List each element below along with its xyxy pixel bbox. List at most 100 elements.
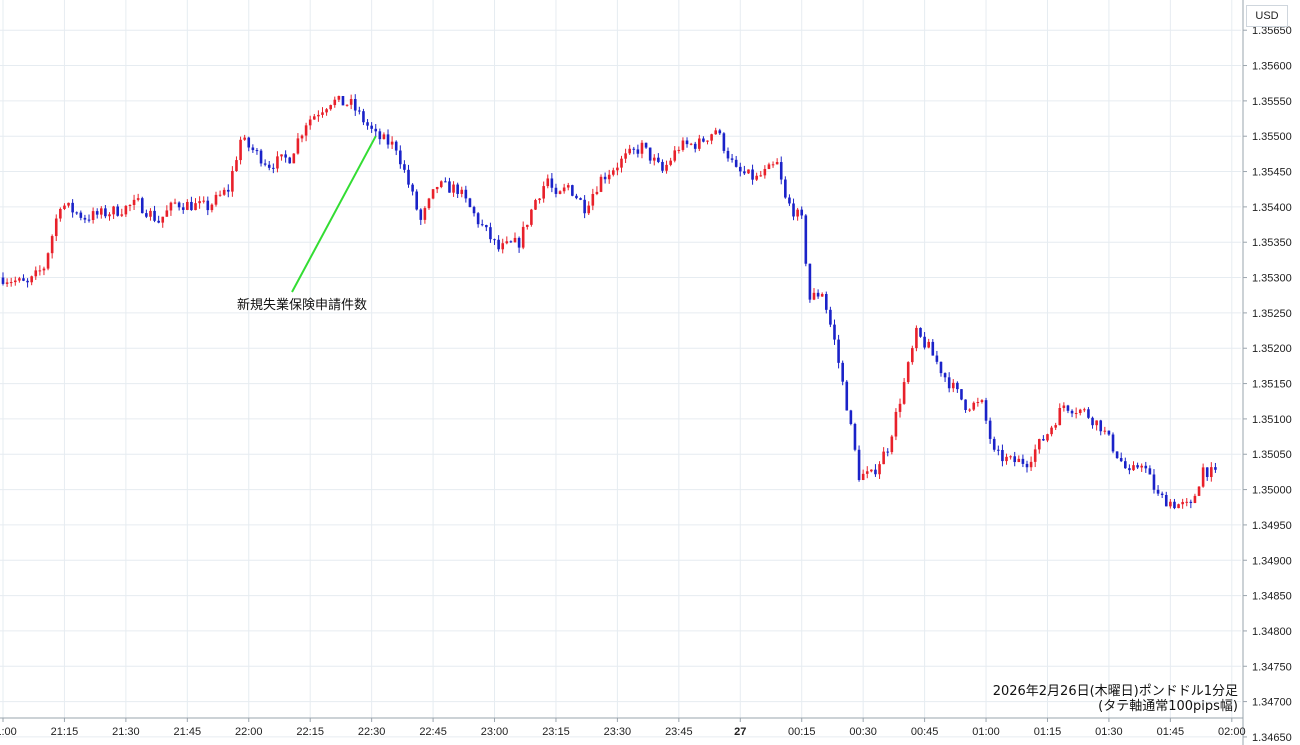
candle-body — [239, 139, 242, 161]
candle-body — [1066, 405, 1070, 411]
candle-body — [71, 202, 74, 213]
candle-body — [1087, 409, 1090, 418]
candle-body — [194, 203, 197, 211]
candle-body — [648, 147, 652, 161]
candle-body — [1128, 468, 1131, 471]
candle-body — [149, 210, 152, 217]
candle-body — [788, 197, 791, 204]
candle-body — [263, 163, 267, 165]
candle-body — [325, 109, 328, 113]
candle-body — [591, 193, 595, 206]
candle-body — [710, 134, 713, 141]
candle-body — [1181, 502, 1184, 505]
candle-body — [820, 294, 824, 297]
x-tick-label: 23:00 — [481, 726, 509, 738]
candle-body — [956, 382, 959, 390]
candle-body — [1029, 461, 1033, 468]
candle-body — [292, 153, 296, 164]
candle-body — [513, 237, 517, 243]
candle-body — [75, 212, 79, 214]
candle-body — [435, 186, 439, 190]
candle-body — [153, 210, 156, 221]
candle-body — [308, 119, 312, 126]
candle-body — [751, 169, 754, 180]
candle-body — [218, 194, 222, 196]
candle-body — [370, 125, 373, 129]
candle-body — [353, 99, 357, 111]
candle-body — [562, 187, 566, 192]
candle-body — [632, 148, 636, 150]
candle-body — [427, 198, 431, 209]
candle-body — [165, 210, 169, 217]
y-tick-label: 1.35150 — [1252, 379, 1292, 391]
candle-body — [1132, 465, 1135, 471]
candle-body — [394, 141, 398, 151]
candle-body — [288, 157, 292, 164]
y-tick-label: 1.34650 — [1252, 732, 1292, 744]
candle-body — [296, 138, 300, 154]
x-tick-label: 21:30 — [112, 726, 140, 738]
candle-body — [1009, 456, 1012, 458]
candle-body — [681, 140, 685, 150]
candle-body — [845, 381, 849, 411]
caption-line-2: (タテ軸通常100pips幅) — [1098, 699, 1238, 714]
candle-body — [235, 160, 238, 172]
currency-label[interactable]: USD — [1246, 5, 1288, 27]
annotation-label: 新規失業保険申請件数 — [237, 298, 368, 313]
candle-body — [771, 164, 775, 166]
y-tick-label: 1.35000 — [1252, 485, 1292, 497]
candle-body — [34, 270, 38, 277]
candle-body — [538, 198, 541, 201]
candle-body — [112, 206, 115, 215]
candle-body — [177, 202, 181, 208]
candle-body — [247, 137, 251, 148]
candle-body — [390, 141, 394, 145]
x-tick-label: 21:15 — [51, 726, 79, 738]
candle-body — [997, 449, 1000, 451]
price-axis: 1.35650 1.35600 1.35550 1.35500 1.35450 1.354… — [1242, 0, 1292, 745]
candle-body — [612, 170, 615, 175]
candle-body — [878, 464, 881, 475]
candle-body — [534, 200, 537, 210]
candle-body — [120, 214, 124, 216]
candle-body — [259, 150, 263, 164]
candle-body — [726, 150, 730, 159]
candle-body — [304, 125, 308, 136]
candle-body — [624, 153, 627, 159]
candle-body — [423, 208, 427, 220]
x-tick-label: 23:30 — [604, 726, 632, 738]
candle-body — [59, 208, 62, 219]
candle-body — [87, 219, 91, 221]
candle-body — [485, 225, 488, 228]
candle-body — [374, 128, 378, 132]
candle-body — [992, 438, 996, 450]
candle-body — [1214, 467, 1217, 470]
x-tick-label: 22:00 — [235, 726, 263, 738]
y-tick-label: 1.35500 — [1252, 131, 1292, 143]
candle-body — [190, 201, 193, 211]
candle-body — [685, 140, 689, 145]
candle-body — [464, 189, 468, 199]
candle-body — [104, 208, 107, 217]
candle-body — [1136, 465, 1139, 468]
candle-body — [882, 451, 885, 465]
y-tick-label: 1.34750 — [1252, 661, 1292, 673]
candle-body — [284, 154, 287, 158]
candle-body — [145, 213, 148, 217]
candle-body — [497, 239, 500, 250]
y-tick-label: 1.35650 — [1252, 25, 1292, 37]
y-tick-label: 1.34700 — [1252, 697, 1292, 709]
candle-body — [853, 423, 857, 450]
candle-body — [808, 263, 812, 300]
candle-body — [1033, 449, 1037, 462]
candle-body — [358, 110, 361, 112]
candle-body — [480, 224, 484, 226]
annotation-line — [291, 135, 377, 293]
candle-body — [140, 198, 144, 214]
y-tick-label: 1.35450 — [1252, 167, 1292, 179]
candle-body — [1152, 474, 1156, 490]
candle-body — [976, 402, 980, 404]
candle-body — [116, 206, 119, 216]
candle-body — [181, 207, 185, 210]
candle-body — [186, 201, 189, 210]
